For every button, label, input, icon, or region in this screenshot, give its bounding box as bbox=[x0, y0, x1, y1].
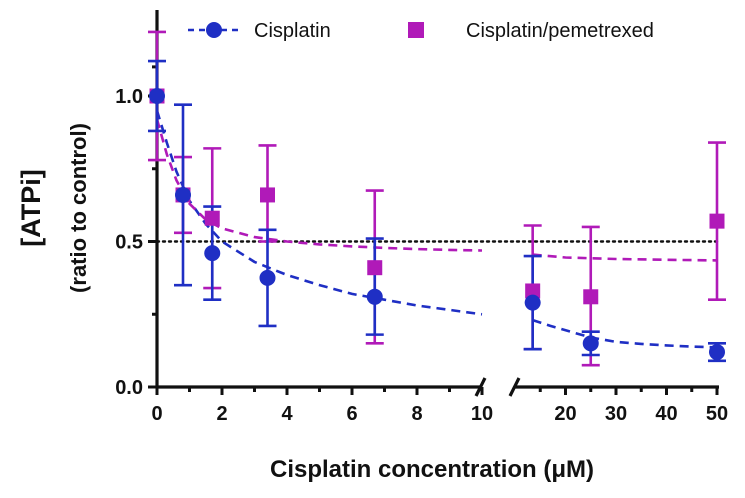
point-cisplatin bbox=[366, 288, 383, 305]
point-cisplatin-pemetrexed bbox=[525, 283, 541, 299]
x-tick-label: 20 bbox=[554, 403, 576, 425]
point-cisplatin-pemetrexed bbox=[583, 289, 599, 305]
point-cisplatin bbox=[259, 269, 276, 286]
point-cisplatin bbox=[524, 294, 541, 311]
point-cisplatin bbox=[582, 335, 599, 352]
point-cisplatin bbox=[709, 344, 725, 361]
y-tick-label: 1.0 bbox=[115, 86, 143, 108]
y-axis-title-line1: [ATPi] bbox=[16, 169, 46, 246]
point-cisplatin-pemetrexed bbox=[204, 210, 220, 226]
point-cisplatin-pemetrexed bbox=[709, 213, 725, 229]
y-tick-label: 0.0 bbox=[115, 377, 143, 399]
x-tick-label: 6 bbox=[346, 403, 357, 425]
x-tick-label: 50 bbox=[706, 403, 728, 425]
y-axis-title-line2: (ratio to control) bbox=[66, 123, 91, 293]
axes: 0 2 4 6 8 10 20 30 40 50 0.0 0.5 1.0 bbox=[115, 10, 728, 425]
point-cisplatin bbox=[175, 186, 191, 203]
x-axis-title: Cisplatin concentration (μM) bbox=[270, 456, 594, 483]
x-tick-label: 4 bbox=[281, 403, 293, 425]
x-tick-label: 10 bbox=[471, 403, 493, 425]
fit-curve-cisplatin-pemetrexed-seg2 bbox=[532, 253, 718, 262]
x-tick-label: 8 bbox=[411, 403, 422, 425]
x-tick-label: 0 bbox=[151, 403, 162, 425]
y-tick-label: 0.5 bbox=[115, 232, 143, 254]
legend-marker-cisplatin bbox=[206, 22, 222, 38]
legend-label-cisplatin: Cisplatin bbox=[254, 20, 331, 42]
point-cisplatin-pemetrexed bbox=[260, 187, 275, 203]
fit-curve-cisplatin-seg1 bbox=[155, 110, 483, 316]
point-cisplatin-pemetrexed bbox=[367, 260, 383, 276]
x-tick-label: 30 bbox=[605, 403, 627, 425]
axis-break-mark-right bbox=[508, 377, 521, 397]
point-cisplatin bbox=[149, 88, 165, 104]
data-points bbox=[149, 88, 725, 361]
legend: Cisplatin Cisplatin/pemetrexed bbox=[188, 20, 654, 42]
legend-marker-cisplatin-pemetrexed bbox=[408, 22, 424, 38]
fit-curves bbox=[155, 110, 718, 349]
x-tick-label: 2 bbox=[216, 403, 227, 425]
fit-curve-cisplatin-seg2 bbox=[532, 318, 718, 349]
x-tick-label: 40 bbox=[655, 403, 677, 425]
error-bars bbox=[148, 30, 726, 367]
y-axis-title: [ATPi] (ratio to control) bbox=[16, 123, 91, 293]
fit-curve-cisplatin-pemetrexed-seg1 bbox=[155, 118, 483, 252]
point-cisplatin bbox=[204, 245, 221, 262]
legend-label-cisplatin-pemetrexed: Cisplatin/pemetrexed bbox=[466, 20, 654, 42]
